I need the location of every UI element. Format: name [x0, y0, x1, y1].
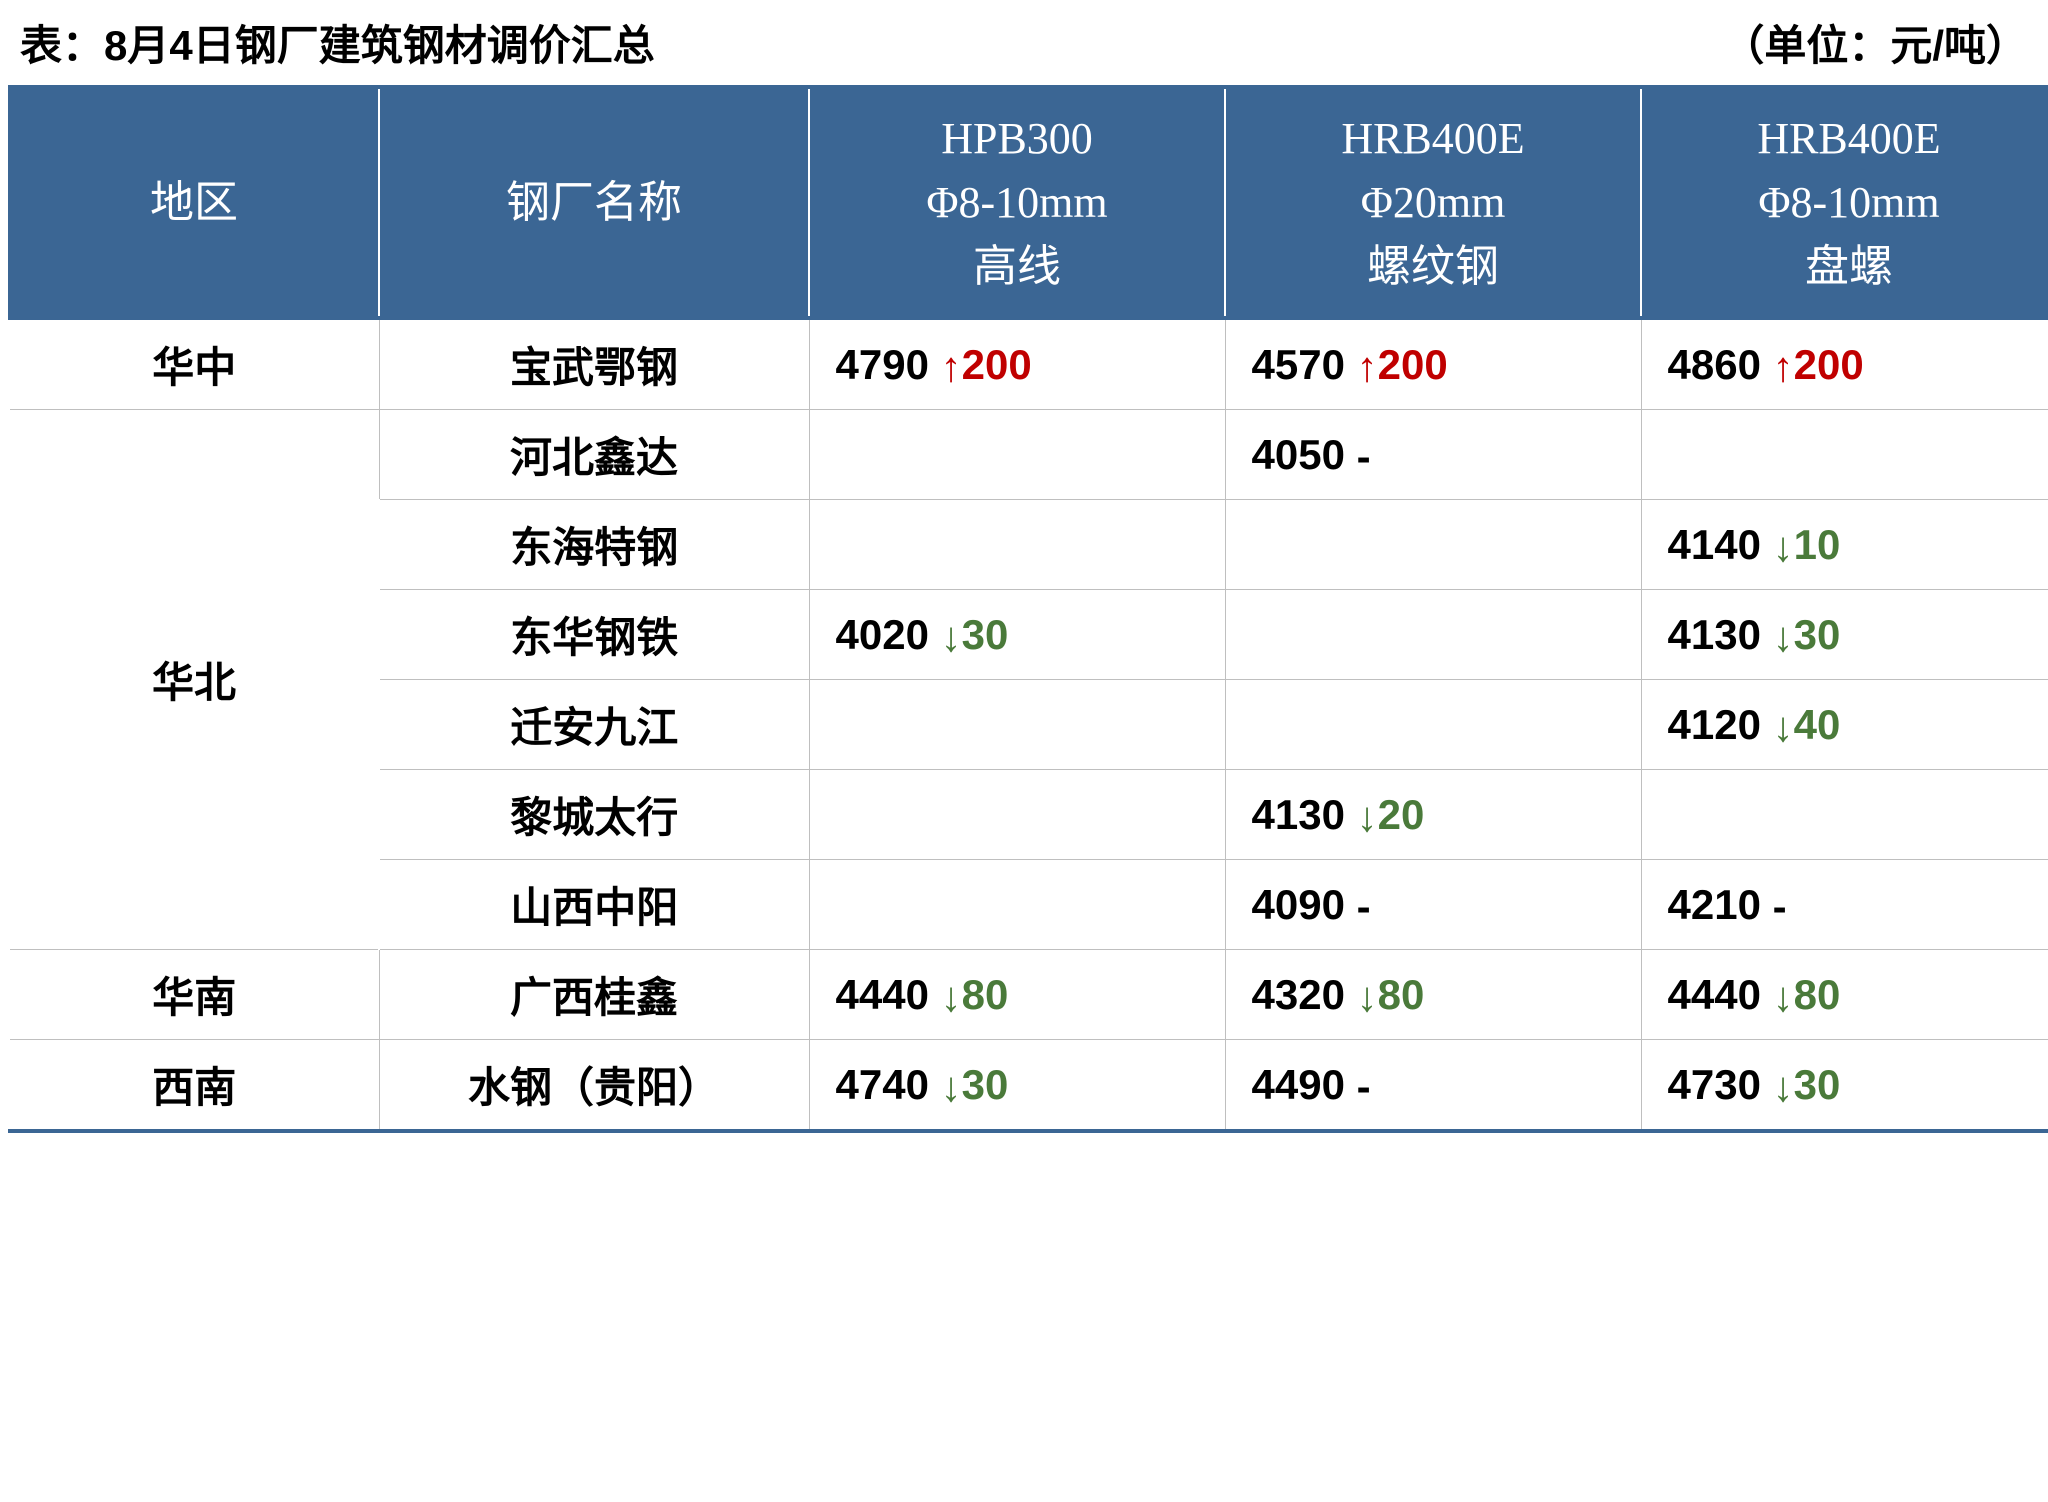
price-delta: 10 [1794, 521, 1841, 568]
price-cell: 4140 ↓10 [1641, 500, 2048, 590]
down-arrow-icon: ↓ [941, 613, 962, 661]
price-delta: 80 [1378, 971, 1425, 1018]
up-arrow-icon: ↑ [941, 343, 962, 391]
price-cell [809, 410, 1225, 500]
factory-cell: 迁安九江 [379, 680, 809, 770]
factory-cell: 河北鑫达 [379, 410, 809, 500]
down-arrow-icon: ↓ [941, 973, 962, 1021]
table-header-row: 地区钢厂名称HPB300Φ8-10mm高线HRB400EΦ20mm螺纹钢HRB4… [9, 87, 2048, 318]
price-cell [1225, 500, 1641, 590]
title-row: 表：8月4日钢厂建筑钢材调价汇总 （单位：元/吨） [8, 8, 2040, 85]
up-arrow-icon: ↑ [1773, 343, 1794, 391]
table-row: 西南水钢（贵阳）4740 ↓304490 -4730 ↓30 [9, 1040, 2048, 1132]
price-delta: 80 [1794, 971, 1841, 1018]
flat-arrow-icon: - [1357, 433, 1371, 481]
factory-cell: 黎城太行 [379, 770, 809, 860]
price-cell: 4130 ↓20 [1225, 770, 1641, 860]
down-arrow-icon: ↓ [1357, 793, 1378, 841]
price-cell [809, 860, 1225, 950]
price-cell: 4440 ↓80 [1641, 950, 2048, 1040]
price-cell: 4130 ↓30 [1641, 590, 2048, 680]
price-cell [809, 680, 1225, 770]
price-cell: 4050 - [1225, 410, 1641, 500]
price-cell: 4740 ↓30 [809, 1040, 1225, 1132]
region-cell: 华南 [9, 950, 379, 1040]
factory-cell: 广西桂鑫 [379, 950, 809, 1040]
price-delta: 30 [1794, 611, 1841, 658]
table-title: 表：8月4日钢厂建筑钢材调价汇总 [20, 12, 655, 73]
table-row: 华南广西桂鑫4440 ↓804320 ↓804440 ↓80 [9, 950, 2048, 1040]
price-delta: 40 [1794, 701, 1841, 748]
col-header-factory: 钢厂名称 [379, 87, 809, 318]
region-cell: 华中 [9, 318, 379, 410]
col-header-hrb20: HRB400EΦ20mm螺纹钢 [1225, 87, 1641, 318]
price-cell: 4860 ↑200 [1641, 318, 2048, 410]
region-cell: 西南 [9, 1040, 379, 1132]
price-cell: 4490 - [1225, 1040, 1641, 1132]
price-cell [1641, 410, 2048, 500]
down-arrow-icon: ↓ [1773, 703, 1794, 751]
table-body: 华中宝武鄂钢4790 ↑2004570 ↑2004860 ↑200华北河北鑫达4… [9, 318, 2048, 1131]
price-delta: 200 [1794, 341, 1864, 388]
col-header-hrb810: HRB400EΦ8-10mm盘螺 [1641, 87, 2048, 318]
price-table-container: 表：8月4日钢厂建筑钢材调价汇总 （单位：元/吨） 地区钢厂名称HPB300Φ8… [8, 8, 2040, 1133]
price-cell: 4570 ↑200 [1225, 318, 1641, 410]
down-arrow-icon: ↓ [1773, 1063, 1794, 1111]
price-cell [809, 500, 1225, 590]
flat-arrow-icon: - [1773, 883, 1787, 931]
down-arrow-icon: ↓ [941, 1063, 962, 1111]
price-cell: 4440 ↓80 [809, 950, 1225, 1040]
price-delta: 200 [962, 341, 1032, 388]
price-table: 地区钢厂名称HPB300Φ8-10mm高线HRB400EΦ20mm螺纹钢HRB4… [8, 85, 2048, 1133]
flat-arrow-icon: - [1357, 883, 1371, 931]
factory-cell: 东华钢铁 [379, 590, 809, 680]
price-cell [1225, 590, 1641, 680]
factory-cell: 东海特钢 [379, 500, 809, 590]
factory-cell: 水钢（贵阳） [379, 1040, 809, 1132]
price-delta: 20 [1378, 791, 1425, 838]
table-row: 华北河北鑫达4050 - [9, 410, 2048, 500]
price-cell: 4020 ↓30 [809, 590, 1225, 680]
price-delta: 200 [1378, 341, 1448, 388]
down-arrow-icon: ↓ [1357, 973, 1378, 1021]
up-arrow-icon: ↑ [1357, 343, 1378, 391]
col-header-hpb300: HPB300Φ8-10mm高线 [809, 87, 1225, 318]
price-cell: 4090 - [1225, 860, 1641, 950]
factory-cell: 宝武鄂钢 [379, 318, 809, 410]
price-delta: 80 [962, 971, 1009, 1018]
price-cell: 4790 ↑200 [809, 318, 1225, 410]
price-cell: 4730 ↓30 [1641, 1040, 2048, 1132]
price-cell: 4320 ↓80 [1225, 950, 1641, 1040]
price-cell [1225, 680, 1641, 770]
price-delta: 30 [962, 1061, 1009, 1108]
table-row: 华中宝武鄂钢4790 ↑2004570 ↑2004860 ↑200 [9, 318, 2048, 410]
down-arrow-icon: ↓ [1773, 973, 1794, 1021]
table-unit-label: （单位：元/吨） [1722, 12, 2028, 73]
price-delta: 30 [1794, 1061, 1841, 1108]
flat-arrow-icon: - [1357, 1063, 1371, 1111]
region-cell: 华北 [9, 410, 379, 950]
factory-cell: 山西中阳 [379, 860, 809, 950]
col-header-region: 地区 [9, 87, 379, 318]
price-delta: 30 [962, 611, 1009, 658]
price-cell: 4120 ↓40 [1641, 680, 2048, 770]
down-arrow-icon: ↓ [1773, 613, 1794, 661]
price-cell [1641, 770, 2048, 860]
down-arrow-icon: ↓ [1773, 523, 1794, 571]
price-cell [809, 770, 1225, 860]
price-cell: 4210 - [1641, 860, 2048, 950]
